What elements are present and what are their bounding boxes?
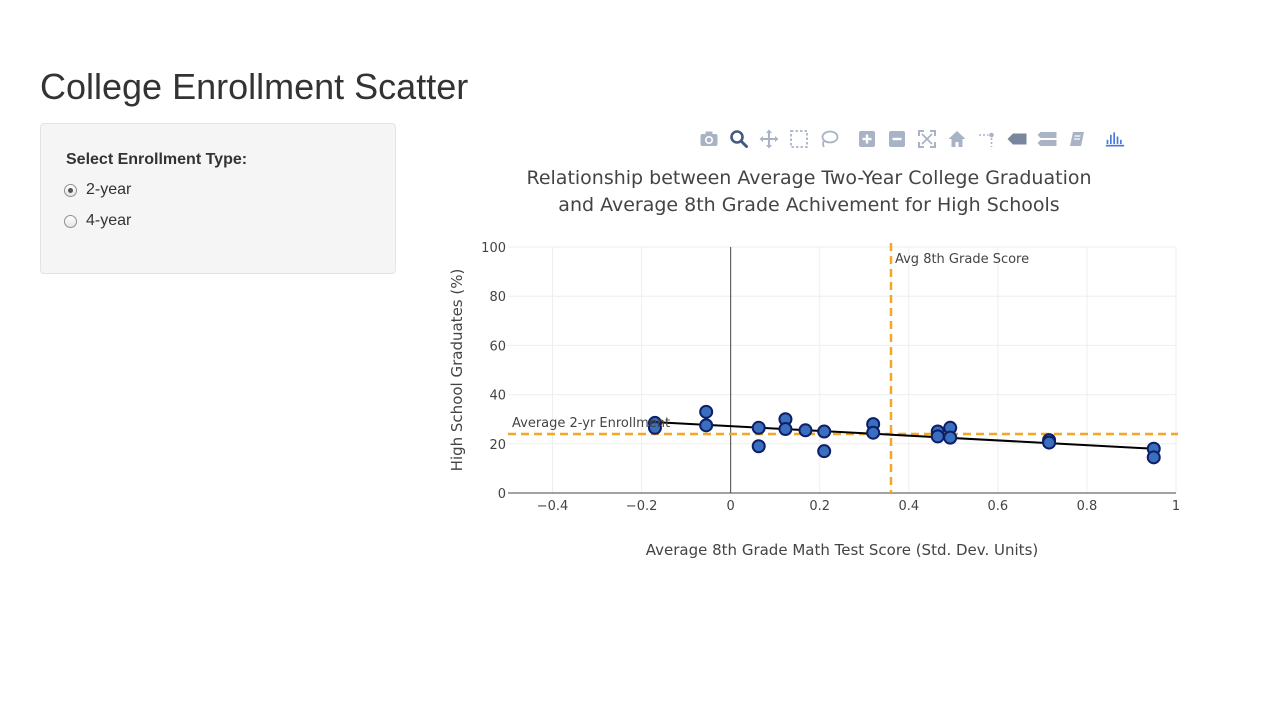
home-icon [948,131,966,147]
scatter-plot: Relationship between Average Two-Year Co… [448,167,1180,559]
radio-button-4-year[interactable] [64,214,77,228]
data-point [699,418,714,433]
hover-compare-icon [1037,132,1057,146]
data-point [647,420,662,435]
zoom-in-icon [859,131,875,147]
zoom-in-button[interactable] [852,126,882,152]
box-select-icon [790,130,808,148]
spike-lines-icon [979,132,994,147]
annotations: Avg 8th Grade Score Average 2-yr Enrollme… [512,252,1029,431]
box-select-button[interactable] [784,126,814,152]
x-axis-title: Average 8th Grade Math Test Score (Std. … [646,541,1038,559]
hover-compare-button[interactable] [1032,126,1062,152]
data-points [647,404,1161,465]
zoom-button[interactable] [724,126,754,152]
y-tick-label: 0 [498,487,506,502]
x-tick-label: −0.4 [537,499,569,514]
data-point [817,444,832,459]
avg-2yr-enrollment-annotation: Average 2-yr Enrollment [512,416,670,431]
avg-8th-grade-score-annotation: Avg 8th Grade Score [895,252,1029,267]
spike-lines-button[interactable] [972,126,1002,152]
x-tick-label: 0 [727,499,735,514]
zoom-out-button[interactable] [882,126,912,152]
y-tick-label: 80 [489,290,506,305]
y-tick-label: 100 [481,241,506,256]
radio-button-2-year[interactable] [64,183,77,197]
camera-icon [700,131,718,146]
data-point [817,424,832,439]
data-point [866,425,881,440]
data-point [699,404,714,419]
x-tick-label: 1 [1172,499,1180,514]
radio-label-4-year[interactable]: 4-year [86,212,132,229]
radio-option-2-year[interactable]: 2-year [64,179,131,201]
plot-modebar [694,126,1130,152]
x-tick-label: 0.2 [809,499,830,514]
data-point [751,420,766,435]
download-plot-button[interactable] [694,126,724,152]
radio-label-2-year[interactable]: 2-year [86,181,132,198]
radio-option-4-year[interactable]: 4-year [64,210,131,232]
x-tick-label: −0.2 [626,499,658,514]
edit-chart-icon [1070,132,1084,146]
reference-lines [508,243,1178,493]
x-tick-label: 0.6 [988,499,1009,514]
regression-line [654,421,1154,450]
hover-closest-icon [1007,133,1027,145]
x-tick-label: 0.8 [1077,499,1098,514]
pan-icon [759,129,779,149]
data-point [943,430,958,445]
y-axis-title: High School Graduates (%) [448,269,466,472]
enrollment-type-label: Select Enrollment Type: [66,151,248,168]
grid-lines [508,246,1177,494]
autoscale-button[interactable] [912,126,942,152]
pan-button[interactable] [754,126,784,152]
y-tick-label: 60 [489,339,506,354]
chart-title-line-2: and Average 8th Grade Achivement for Hig… [558,194,1059,216]
data-point [778,422,793,437]
data-point [1146,450,1161,465]
plotly-logo-link[interactable] [1100,126,1130,152]
plotly-logo-icon [1105,132,1125,147]
reset-axes-button[interactable] [942,126,972,152]
x-tick-label: 0.4 [898,499,919,514]
data-point [930,429,945,444]
zoom-icon [730,130,748,148]
fit-line-layer [654,421,1154,450]
data-point [798,423,813,438]
tick-labels: −0.4 −0.2 0 0.2 0.4 0.6 0.8 1 0 20 40 60 80 100 [481,241,1180,514]
data-point [751,439,766,454]
data-point [1042,435,1057,450]
zoom-out-icon [889,131,905,147]
lasso-select-button[interactable] [814,126,844,152]
enrollment-type-panel: Select Enrollment Type: 2-year 4-year [40,123,396,274]
y-tick-label: 20 [489,438,506,453]
hover-closest-button[interactable] [1002,126,1032,152]
page-title: College Enrollment Scatter [40,66,469,107]
chart-title-line-1: Relationship between Average Two-Year Co… [526,167,1091,189]
edit-chart-button[interactable] [1062,126,1092,152]
y-tick-label: 40 [489,389,506,404]
lasso-select-icon [821,130,839,148]
autoscale-icon [918,130,936,148]
